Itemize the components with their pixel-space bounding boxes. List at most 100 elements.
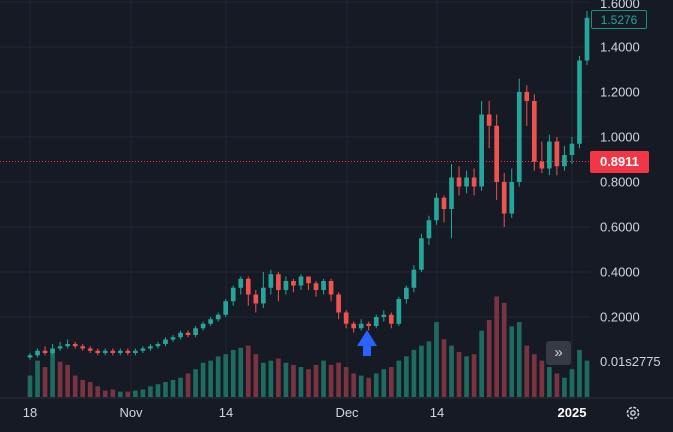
volume-bar: [411, 349, 417, 397]
x-tick-label: 18: [23, 405, 37, 420]
candle: [509, 168, 515, 218]
volume-bar: [185, 373, 191, 397]
arrow-shape: [357, 330, 377, 356]
x-tick-label: 14: [430, 405, 444, 420]
candle-body: [65, 344, 70, 347]
candle-body: [358, 323, 364, 329]
volume-bar: [117, 391, 123, 397]
candle-body: [434, 197, 439, 221]
volume-bar: [404, 356, 409, 397]
candle: [456, 166, 462, 196]
candle: [200, 321, 206, 331]
candle: [35, 348, 40, 358]
candle-body: [253, 294, 259, 304]
candle-body: [313, 283, 319, 290]
volume-bar: [426, 341, 432, 397]
volume-bar: [343, 367, 349, 397]
volume-bar: [524, 345, 530, 397]
candle-body: [562, 155, 567, 167]
candle-body: [404, 287, 409, 299]
candle-body: [155, 344, 161, 347]
candle: [253, 290, 259, 313]
candle-body: [87, 348, 93, 351]
volume-bar: [388, 367, 394, 397]
candle-body: [102, 350, 108, 353]
candle-body: [298, 276, 304, 286]
candle: [434, 193, 439, 225]
candle-body: [72, 344, 78, 347]
candle-body: [193, 328, 198, 335]
volume-bar: [471, 354, 477, 397]
volume-scale-label: 0.0: [600, 354, 618, 369]
candle: [351, 321, 356, 333]
candle: [261, 272, 266, 308]
candle: [554, 137, 560, 176]
volume-bar: [276, 358, 281, 397]
candle: [72, 341, 78, 349]
candle: [155, 341, 161, 349]
candle: [148, 344, 153, 351]
candle-body: [343, 312, 349, 324]
candle: [42, 346, 48, 356]
candle: [366, 321, 372, 331]
candle-body: [125, 350, 131, 353]
candle: [230, 285, 236, 306]
candle-body: [268, 274, 274, 288]
volume-bar: [102, 390, 108, 397]
x-tick-label: Dec: [335, 405, 359, 420]
volume-bar: [223, 354, 229, 397]
candle: [584, 11, 590, 65]
candle-body: [419, 238, 424, 270]
candle: [306, 276, 311, 290]
settings-button[interactable]: [624, 404, 642, 422]
volume-bar: [434, 322, 439, 397]
candle: [426, 215, 432, 245]
volume-scale-suffix: 1s2775: [618, 354, 661, 369]
volume-bar: [569, 369, 575, 397]
candle-body: [110, 350, 116, 353]
candle: [193, 326, 198, 338]
candle: [404, 285, 409, 304]
candle-body: [283, 281, 289, 290]
volume-bar: [419, 345, 424, 397]
candle-body: [245, 278, 251, 295]
candle: [547, 134, 552, 176]
y-tick-label: 0.6000: [600, 220, 640, 235]
volume-bar: [208, 360, 213, 397]
y-tick-label: 1.4000: [600, 40, 640, 55]
volume-bar: [336, 362, 341, 397]
candle: [65, 339, 70, 349]
candle-body: [524, 92, 530, 101]
volume-bar: [306, 369, 311, 397]
candle: [373, 314, 379, 329]
candle-body: [539, 161, 545, 169]
volume-bar: [200, 362, 206, 397]
scroll-to-realtime-button[interactable]: »: [546, 341, 571, 365]
volume-bar: [381, 369, 387, 397]
candle: [57, 341, 63, 351]
candle: [283, 276, 289, 295]
volume-bar: [35, 360, 40, 397]
volume-bar: [516, 322, 522, 397]
candle-body: [95, 350, 101, 353]
candle-body: [554, 141, 560, 167]
volume-bar: [321, 360, 326, 397]
volume-bar: [486, 319, 492, 397]
volume-bar: [539, 360, 545, 397]
candle: [381, 310, 387, 322]
candle: [396, 296, 402, 326]
candle: [215, 312, 221, 322]
candle: [531, 94, 537, 171]
candle-body: [178, 332, 183, 338]
candle: [140, 346, 146, 353]
candle: [411, 265, 417, 293]
candle: [479, 101, 484, 191]
volume-bar: [163, 382, 168, 397]
volume-bar: [373, 373, 379, 397]
candle-body: [148, 346, 153, 349]
candle: [125, 348, 131, 356]
volume-bar: [449, 345, 454, 397]
candle: [501, 173, 507, 227]
